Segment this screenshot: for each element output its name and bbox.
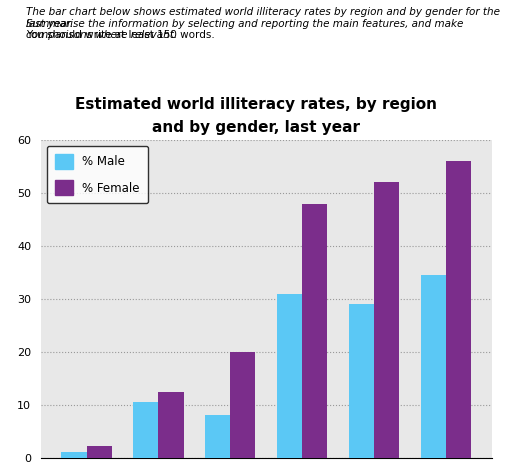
Bar [133, 402, 158, 458]
Bar [87, 446, 112, 458]
Bar [374, 183, 399, 458]
Bar [205, 415, 230, 458]
Bar [230, 352, 255, 458]
Text: You should write at least 150 words.: You should write at least 150 words. [26, 30, 215, 40]
Bar [349, 304, 374, 458]
Bar [421, 275, 446, 458]
Bar [158, 391, 184, 458]
Bar [277, 294, 302, 458]
Bar [302, 204, 327, 458]
Text: The bar chart below shows estimated world illiteracy rates by region and by gend: The bar chart below shows estimated worl… [26, 7, 500, 28]
Legend: % Male, % Female: % Male, % Female [47, 146, 148, 203]
Bar [446, 161, 471, 458]
Bar [61, 453, 87, 458]
Text: Estimated world illiteracy rates, by region: Estimated world illiteracy rates, by reg… [75, 97, 437, 112]
Text: and by gender, last year: and by gender, last year [152, 120, 360, 135]
Text: Summarise the information by selecting and reporting the main features, and make: Summarise the information by selecting a… [26, 19, 463, 40]
